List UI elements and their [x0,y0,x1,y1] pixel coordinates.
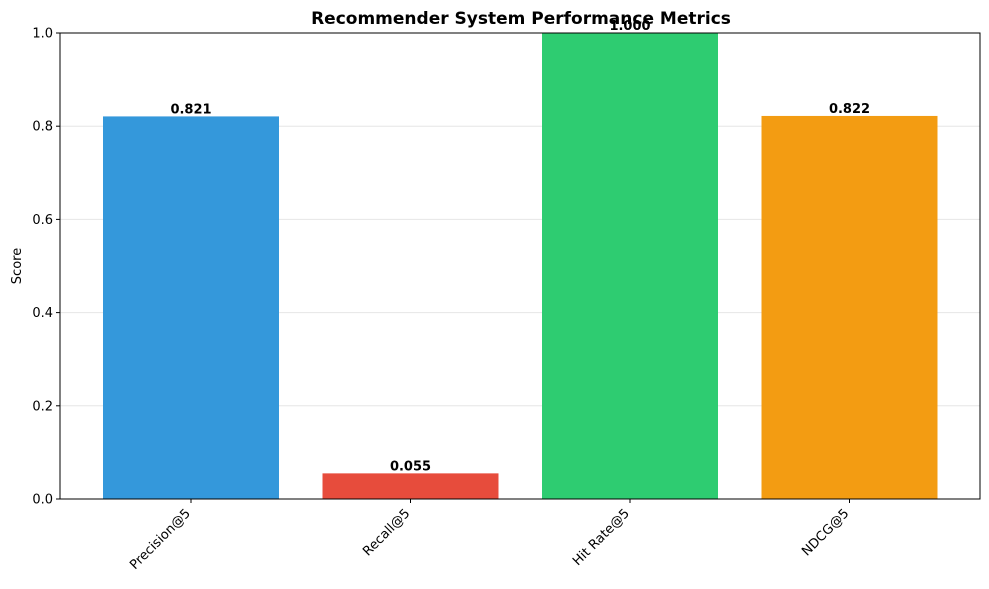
y-tick-label: 0.6 [32,213,53,228]
y-axis-label: Score [10,248,25,284]
bar [322,473,499,499]
data-labels: 0.821 0.055 1.000 0.822 [170,19,870,474]
y-tick-label: 0.4 [32,306,53,321]
x-tick-label: Hit Rate@5 [570,506,633,569]
x-tick-label: NDCG@5 [799,506,852,559]
data-label: 0.822 [829,102,870,117]
x-tick-label: Recall@5 [360,506,413,559]
x-tick-label: Precision@5 [127,506,194,573]
data-label: 0.821 [170,102,211,117]
y-axis: 0.0 0.2 0.4 0.6 0.8 1.0 [32,27,60,508]
data-label: 1.000 [609,19,650,34]
y-tick-label: 0.0 [32,493,53,508]
bar [761,115,938,499]
x-axis: Precision@5 Recall@5 Hit Rate@5 NDCG@5 [127,499,852,573]
y-tick-label: 0.8 [32,120,53,135]
bars [103,33,938,499]
plot-frame [59,32,981,500]
y-tick-label: 1.0 [32,27,53,42]
bar [542,33,718,499]
chart-title: Recommender System Performance Metrics [311,9,731,29]
y-tick-label: 0.2 [32,399,53,414]
data-label: 0.055 [390,459,431,474]
bar [103,116,279,499]
